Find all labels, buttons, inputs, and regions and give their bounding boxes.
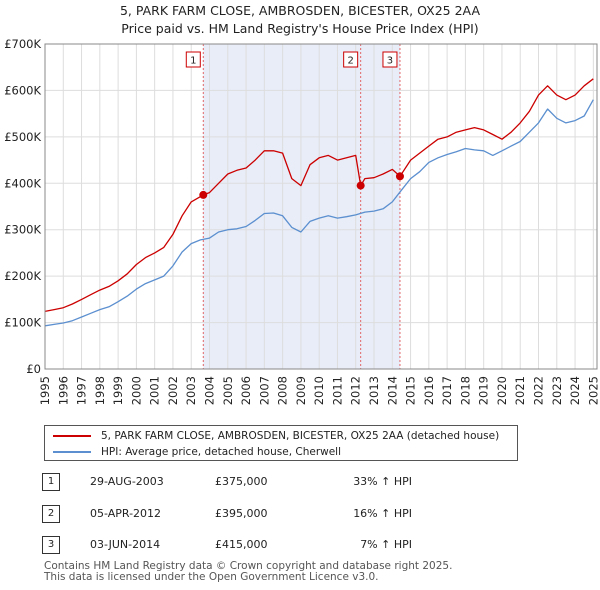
sale-number-badge: 1 <box>42 473 60 491</box>
chart-title: 5, PARK FARM CLOSE, AMBROSDEN, BICESTER,… <box>119 3 480 18</box>
x-tick-label: 1999 <box>111 376 125 405</box>
sale-label-number: 2 <box>347 56 353 67</box>
x-tick-label: 2005 <box>221 376 235 405</box>
legend-label-property: 5, PARK FARM CLOSE, AMBROSDEN, BICESTER,… <box>101 430 500 442</box>
legend-item-property: 5, PARK FARM CLOSE, AMBROSDEN, BICESTER,… <box>53 429 499 443</box>
shaded-span <box>203 44 400 369</box>
sale-date: 05-APR-2012 <box>90 507 162 520</box>
x-tick-label: 2009 <box>294 376 308 405</box>
x-tick-label: 2007 <box>257 376 271 405</box>
sale-point <box>199 190 208 199</box>
sale-hpi-diff: 33% ↑ HPI <box>353 475 412 488</box>
x-tick-label: 2016 <box>422 376 436 405</box>
x-tick-label: 2012 <box>349 376 363 405</box>
x-tick-label: 1998 <box>93 376 107 405</box>
chart-subtitle: Price paid vs. HM Land Registry's House … <box>121 21 479 36</box>
x-tick-label: 2002 <box>166 376 180 405</box>
x-tick-label: 2011 <box>330 376 344 405</box>
sale-date: 29-AUG-2003 <box>90 475 164 488</box>
sale-hpi-diff: 16% ↑ HPI <box>353 507 412 520</box>
sale-label-frame <box>382 51 398 68</box>
y-tick-label: £400K <box>4 176 41 190</box>
footer-licence: This data is licensed under the Open Gov… <box>44 571 379 583</box>
y-tick-label: £0 <box>26 362 41 376</box>
legend-label-hpi: HPI: Average price, detached house, Cher… <box>101 446 342 458</box>
x-tick-label: 1995 <box>38 376 52 405</box>
plot-frame <box>44 43 598 370</box>
sale-price: £415,000 <box>215 538 268 551</box>
sale-number-badge: 2 <box>42 505 60 523</box>
x-tick-label: 2019 <box>477 376 491 405</box>
table-row: 2 05-APR-2012 £395,000 16% ↑ HPI <box>42 505 562 523</box>
sale-label-box: 1 <box>185 51 201 68</box>
legend-swatch-property <box>53 435 91 437</box>
x-tick-label: 2017 <box>440 376 454 405</box>
sale-label-box: 2 <box>343 51 359 68</box>
x-tick-label: 2003 <box>184 376 198 405</box>
sale-label-frame <box>343 51 359 68</box>
sale-number-badge: 3 <box>42 536 60 554</box>
x-tick-label: 2001 <box>148 376 162 405</box>
legend: 5, PARK FARM CLOSE, AMBROSDEN, BICESTER,… <box>44 425 518 461</box>
sale-price: £375,000 <box>215 475 268 488</box>
x-tick-label: 2004 <box>203 376 217 405</box>
sale-hpi-diff: 7% ↑ HPI <box>360 538 412 551</box>
x-tick-label: 2010 <box>312 376 326 405</box>
legend-item-hpi: HPI: Average price, detached house, Cher… <box>53 445 341 459</box>
y-tick-label: £700K <box>4 37 41 51</box>
table-row: 1 29-AUG-2003 £375,000 33% ↑ HPI <box>42 473 562 491</box>
y-tick-label: £100K <box>4 316 41 330</box>
x-tick-label: 2021 <box>513 376 527 405</box>
x-tick-label: 2013 <box>367 376 381 405</box>
x-tick-label: 2008 <box>276 376 290 405</box>
footer: Contains HM Land Registry data © Crown c… <box>44 561 452 583</box>
sale-point <box>356 181 365 190</box>
x-tick-label: 2000 <box>129 376 143 405</box>
x-tick-label: 2022 <box>532 376 546 405</box>
x-tick-label: 2023 <box>550 376 564 405</box>
x-tick-label: 2015 <box>404 376 418 405</box>
y-tick-label: £500K <box>4 130 41 144</box>
price-chart: 1 2 3 £0 £100K £200K £300K £400K £500K £600K £700K… <box>4 37 600 405</box>
y-tick-label: £200K <box>4 269 41 283</box>
x-tick-label: 2006 <box>239 376 253 405</box>
y-tick-label: £300K <box>4 223 41 237</box>
sale-price: £395,000 <box>215 507 268 520</box>
sale-label-number: 3 <box>387 56 393 67</box>
x-tick-label: 2014 <box>385 376 399 405</box>
x-tick-label: 2024 <box>568 376 582 405</box>
y-tick-label: £600K <box>4 83 41 97</box>
x-tick-label: 1996 <box>56 376 70 405</box>
sale-label-frame <box>185 51 201 68</box>
x-tick-label: 2020 <box>495 376 509 405</box>
sale-label-number: 1 <box>190 56 196 67</box>
x-tick-label: 2025 <box>586 376 600 405</box>
x-tick-label: 1997 <box>75 376 89 405</box>
table-row: 3 03-JUN-2014 £415,000 7% ↑ HPI <box>42 536 562 554</box>
sale-label-box: 3 <box>382 51 398 68</box>
footer-copyright: Contains HM Land Registry data © Crown c… <box>44 560 453 572</box>
hpi-series-line <box>44 99 594 327</box>
x-tick-label: 2018 <box>458 376 472 405</box>
legend-swatch-hpi <box>53 451 91 453</box>
sale-point <box>395 172 404 181</box>
sale-date: 03-JUN-2014 <box>90 538 161 551</box>
property-series-line <box>44 78 594 313</box>
